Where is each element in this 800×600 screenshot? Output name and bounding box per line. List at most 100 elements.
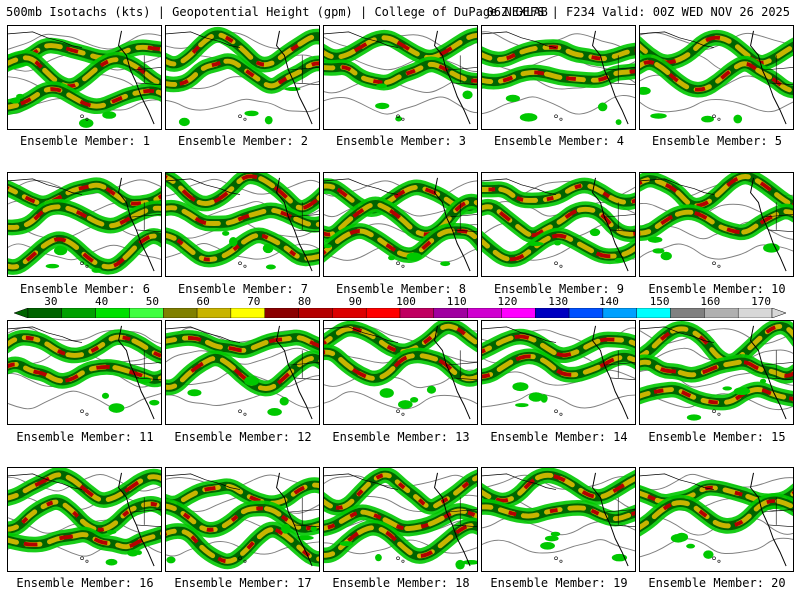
isotach-jet-core (8, 204, 161, 230)
border-lines (762, 55, 793, 85)
colorbar-swatch (399, 308, 435, 318)
ensemble-map-panel (165, 25, 320, 130)
hawaii-island (712, 409, 716, 414)
isotach-band-fast (482, 334, 635, 358)
alaska-coastline (324, 31, 399, 48)
isotach-blob (375, 102, 390, 110)
ensemble-map-panel (165, 172, 320, 277)
hawaii-island (717, 412, 721, 416)
hawaii-island (717, 264, 721, 268)
alaska-coastline (640, 473, 715, 490)
isotach-jet-core (482, 473, 635, 503)
isotach-blob (701, 115, 714, 123)
hawaii-island (401, 117, 405, 121)
height-contour (640, 99, 793, 113)
height-contour (640, 32, 793, 50)
hawaii-island (554, 556, 558, 561)
colorbar-swatch (501, 308, 536, 318)
coastline (118, 325, 155, 420)
coastline (750, 177, 787, 272)
hawaii-island (80, 114, 84, 119)
border-lines (130, 350, 161, 380)
isotach-blob (670, 534, 686, 543)
isotach-blob (105, 558, 118, 566)
ensemble-map-panel (481, 467, 636, 572)
isotach-blob (722, 386, 733, 391)
colorbar-tick-label: 110 (446, 295, 467, 308)
alaska-coastline (166, 326, 241, 343)
isotach-band-fast (166, 232, 319, 262)
isotach-blob (16, 93, 25, 99)
coastline (276, 472, 313, 567)
height-contour (324, 391, 477, 410)
alaska-coastline (166, 31, 241, 48)
isotach-band-fast (640, 359, 793, 379)
isotach-blob (229, 236, 238, 247)
ensemble-map-panel (639, 25, 794, 130)
isotach-jet-core (324, 523, 477, 558)
ensemble-map-panel (639, 467, 794, 572)
ensemble-map (324, 27, 477, 125)
isotach-blob (296, 535, 314, 541)
isotach-blob (528, 392, 544, 402)
colorbar-swatch (365, 308, 401, 318)
height-contour (166, 391, 319, 409)
isotach-band-fast (640, 323, 793, 365)
isotach-jet-core (324, 33, 477, 60)
isotach-blob (149, 399, 160, 406)
isotach-band-fast (324, 61, 477, 86)
isotach-blob (686, 414, 702, 421)
hawaii-island (554, 409, 558, 414)
ensemble-map-panel (323, 25, 478, 130)
colorbar-tick-label: 50 (145, 295, 159, 308)
colorbar-swatch (332, 308, 367, 318)
isotach-jet-core (640, 387, 793, 405)
isotach-jet-core (640, 35, 793, 65)
colorbar-tick-label: 90 (348, 295, 362, 308)
colorbar-left-arrow (14, 308, 29, 318)
hawaii-island (712, 114, 716, 119)
isotach-band-fast (482, 504, 635, 522)
coastline (592, 472, 629, 567)
colorbar-tick-label: 60 (196, 295, 210, 308)
ensemble-member-label: Ensemble Member: 16 (16, 576, 154, 590)
coastline (276, 30, 313, 125)
colorbar-swatch (230, 308, 265, 318)
ensemble-member-label: Ensemble Member: 2 (177, 134, 309, 148)
hawaii-island (80, 409, 84, 414)
isotach-band-fast (482, 68, 635, 85)
ensemble-member-label: Ensemble Member: 7 (177, 282, 309, 296)
colorbar-swatch (95, 308, 130, 318)
alaska-coastline (482, 326, 557, 343)
isotach-blob (650, 113, 667, 119)
height-contour (640, 537, 793, 558)
isotach-blob (375, 554, 382, 562)
isotach-blob (733, 387, 751, 396)
isotach-band-fast (482, 353, 635, 379)
coastline (118, 30, 155, 125)
isotach-blob (279, 396, 289, 406)
isotach-jet-core (324, 324, 477, 354)
isotach-blob (78, 118, 94, 128)
colorbar-tick-label: 160 (700, 295, 721, 308)
colorbar-swatch (602, 308, 637, 318)
isotach-blob (264, 115, 273, 125)
height-contour (166, 98, 319, 113)
isotach-blob (544, 535, 559, 542)
ensemble-map-panel (165, 320, 320, 425)
colorbar-tick-label: 120 (497, 295, 518, 308)
colorbar-tick-label: 100 (396, 295, 416, 308)
ensemble-map (8, 468, 161, 567)
ensemble-map-panel (323, 172, 478, 277)
ensemble-member-label: Ensemble Member: 13 (332, 430, 470, 444)
isotach-blob (222, 230, 230, 236)
isotach-jet-core (166, 174, 319, 210)
border-lines (446, 497, 477, 527)
hawaii-island (243, 412, 247, 416)
isotach-blob (135, 550, 142, 555)
isotach-jet-core (324, 199, 477, 237)
isotach-blob (91, 267, 102, 273)
isotach-jet-core (482, 233, 635, 262)
height-contour (482, 474, 635, 490)
isotach-blob (660, 251, 672, 261)
